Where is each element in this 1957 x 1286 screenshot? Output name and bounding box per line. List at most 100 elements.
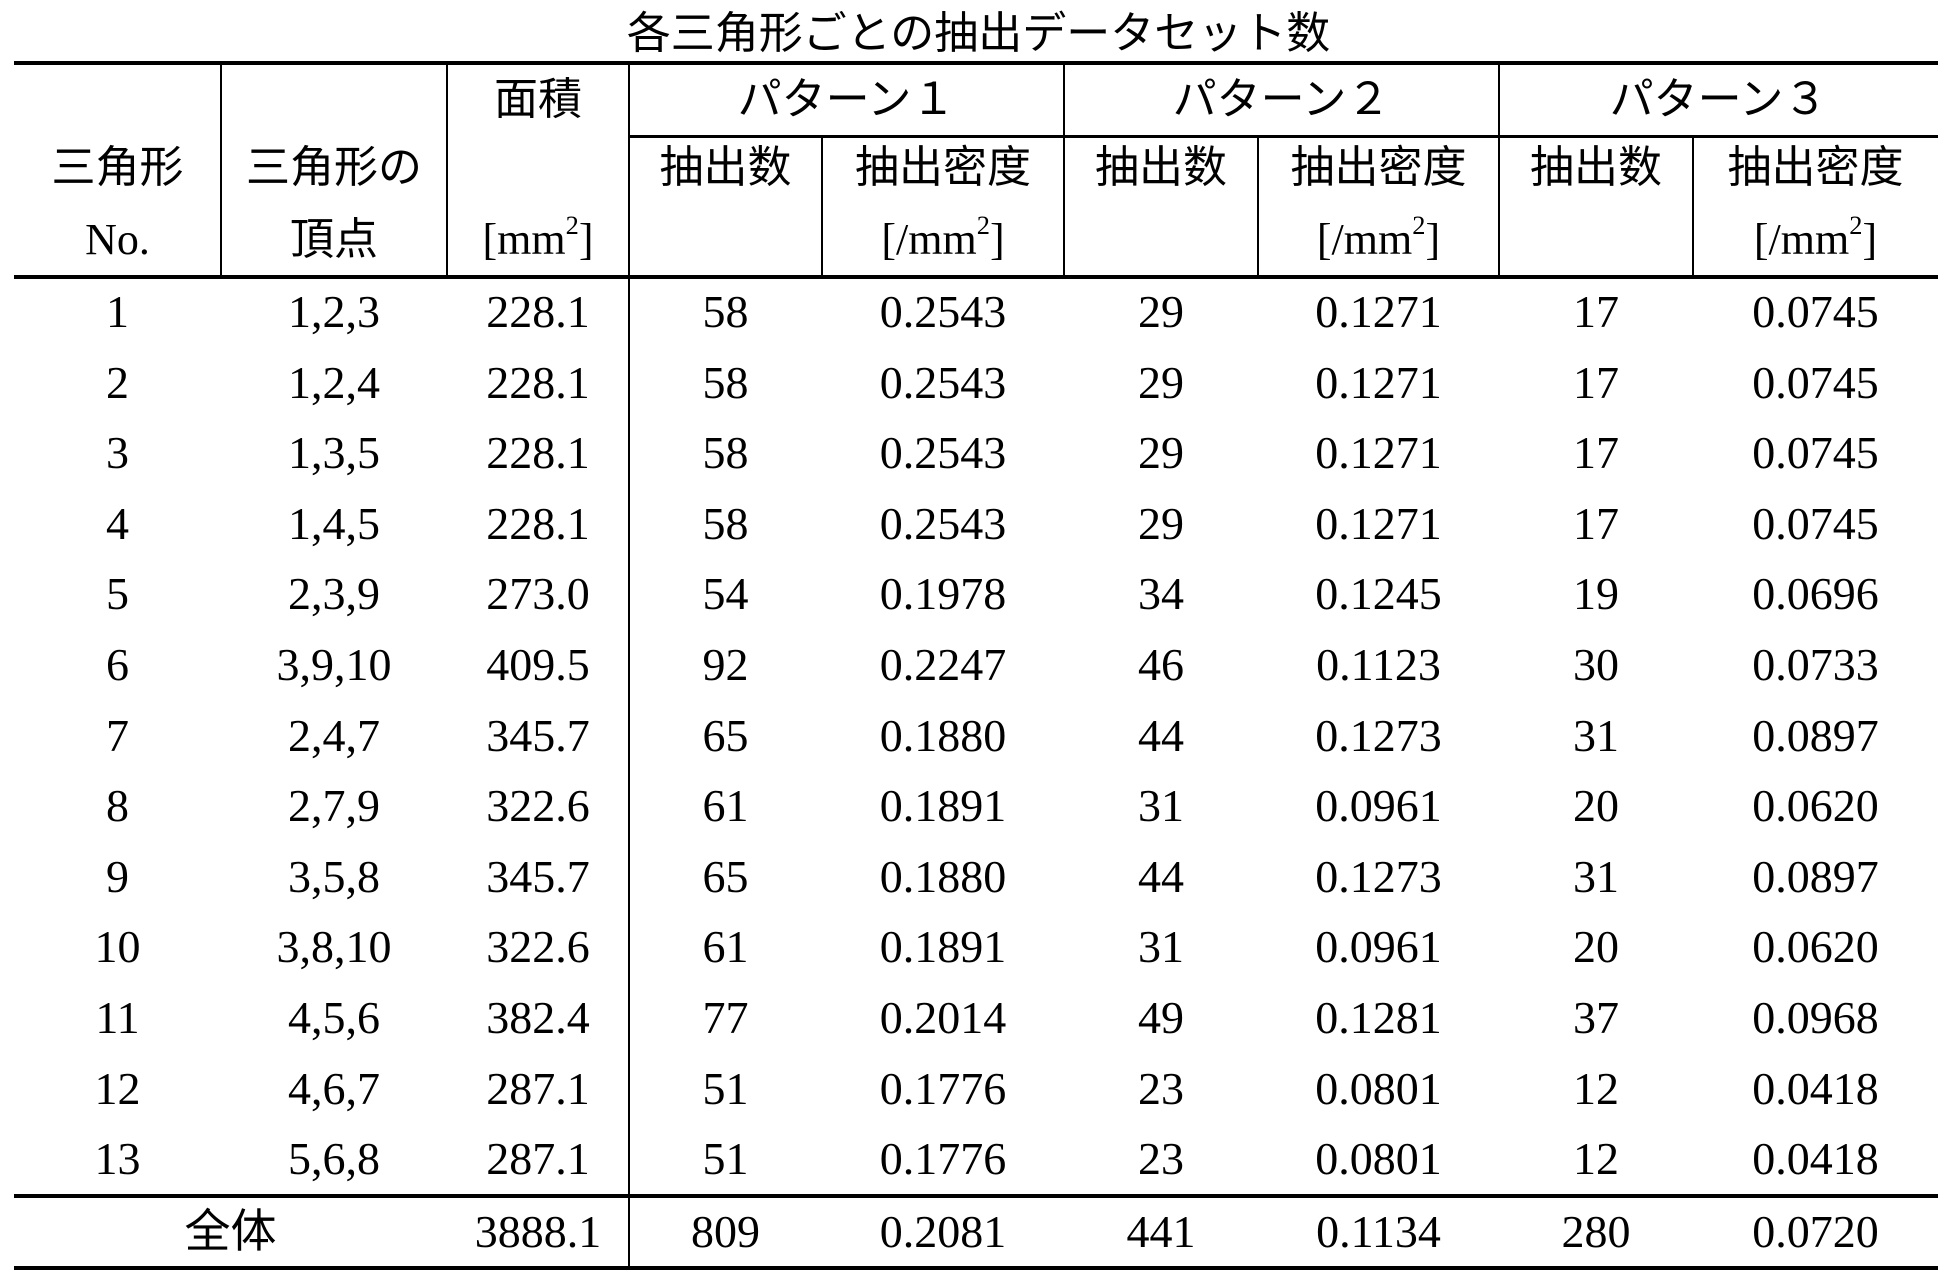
cell-p2-density: 0.1271 (1258, 282, 1499, 342)
header-p1-density: 抽出密度 (822, 140, 1064, 196)
cell-vertices: 1,4,5 (221, 494, 447, 554)
unit-prefix: [/mm (1317, 215, 1412, 264)
cell-area: 322.6 (447, 917, 629, 977)
cell-p3-count: 30 (1499, 635, 1693, 695)
cell-p1-count: 65 (629, 847, 822, 907)
header-p2-density-unit: [/mm2] (1258, 212, 1499, 268)
table-title: 各三角形ごとの抽出データセット数 (0, 6, 1957, 62)
header-p3-density: 抽出密度 (1693, 140, 1938, 196)
total-p2-count: 441 (1064, 1202, 1258, 1262)
cell-no: 3 (14, 423, 221, 483)
cell-p3-count: 31 (1499, 706, 1693, 766)
cell-p2-count: 31 (1064, 776, 1258, 836)
cell-p2-density: 0.0801 (1258, 1129, 1499, 1189)
cell-p3-count: 20 (1499, 917, 1693, 977)
cell-p1-count: 58 (629, 494, 822, 554)
cell-p2-density: 0.0961 (1258, 776, 1499, 836)
unit-exponent: 2 (1849, 210, 1862, 240)
total-area: 3888.1 (447, 1202, 629, 1262)
cell-area: 345.7 (447, 706, 629, 766)
header-p1-count: 抽出数 (629, 140, 822, 196)
cell-p2-density: 0.1271 (1258, 353, 1499, 413)
header-p2-count: 抽出数 (1064, 140, 1258, 196)
cell-p3-density: 0.0696 (1693, 564, 1938, 624)
cell-no: 7 (14, 706, 221, 766)
cell-p3-density: 0.0745 (1693, 423, 1938, 483)
cell-vertices: 3,5,8 (221, 847, 447, 907)
cell-p3-density: 0.0745 (1693, 353, 1938, 413)
cell-no: 4 (14, 494, 221, 554)
cell-p3-count: 17 (1499, 353, 1693, 413)
top-rule (14, 61, 1938, 65)
cell-area: 409.5 (447, 635, 629, 695)
unit-exponent: 2 (566, 210, 579, 240)
header-pattern-3: パターン３ (1499, 72, 1938, 128)
cell-area: 228.1 (447, 423, 629, 483)
cell-p1-density: 0.2543 (822, 353, 1064, 413)
cell-p1-density: 0.1891 (822, 776, 1064, 836)
cell-p1-density: 0.1880 (822, 706, 1064, 766)
header-pattern-2: パターン２ (1064, 72, 1499, 128)
cell-vertices: 2,3,9 (221, 564, 447, 624)
cell-area: 287.1 (447, 1059, 629, 1119)
cell-p2-count: 29 (1064, 282, 1258, 342)
header-p2-density: 抽出密度 (1258, 140, 1499, 196)
bottom-rule (14, 1266, 1938, 1270)
cell-p3-density: 0.0968 (1693, 988, 1938, 1048)
cell-vertices: 2,7,9 (221, 776, 447, 836)
cell-p2-density: 0.1273 (1258, 706, 1499, 766)
header-bottom-rule (14, 275, 1938, 279)
cell-area: 345.7 (447, 847, 629, 907)
header-p3-density-unit: [/mm2] (1693, 212, 1938, 268)
header-triangle-no: 三角形 (14, 140, 221, 196)
header-area-unit: [mm2] (447, 212, 629, 268)
unit-prefix: [/mm (1754, 215, 1849, 264)
cell-vertices: 4,6,7 (221, 1059, 447, 1119)
cell-p1-count: 51 (629, 1059, 822, 1119)
cell-p3-density: 0.0733 (1693, 635, 1938, 695)
cell-no: 6 (14, 635, 221, 695)
cell-p2-count: 29 (1064, 353, 1258, 413)
cell-p2-count: 23 (1064, 1129, 1258, 1189)
cell-p1-density: 0.2247 (822, 635, 1064, 695)
cell-p1-count: 51 (629, 1129, 822, 1189)
unit-suffix: ] (990, 215, 1005, 264)
cell-no: 10 (14, 917, 221, 977)
unit-exponent: 2 (1412, 210, 1425, 240)
cell-area: 382.4 (447, 988, 629, 1048)
cell-no: 9 (14, 847, 221, 907)
cell-p2-count: 23 (1064, 1059, 1258, 1119)
cell-p1-count: 65 (629, 706, 822, 766)
unit-prefix: [/mm (881, 215, 976, 264)
unit-prefix: [mm (483, 215, 566, 264)
cell-p2-count: 46 (1064, 635, 1258, 695)
cell-p3-density: 0.0745 (1693, 494, 1938, 554)
unit-suffix: ] (579, 215, 594, 264)
header-vertices-sub: 頂点 (221, 212, 447, 268)
cell-p2-density: 0.0801 (1258, 1059, 1499, 1119)
cell-area: 228.1 (447, 282, 629, 342)
cell-p2-count: 29 (1064, 494, 1258, 554)
cell-p1-count: 61 (629, 917, 822, 977)
cell-p2-density: 0.1271 (1258, 494, 1499, 554)
cell-p1-count: 58 (629, 423, 822, 483)
cell-p3-density: 0.0897 (1693, 706, 1938, 766)
cell-p1-count: 92 (629, 635, 822, 695)
cell-p3-count: 37 (1499, 988, 1693, 1048)
cell-p2-count: 44 (1064, 706, 1258, 766)
cell-p1-density: 0.1978 (822, 564, 1064, 624)
total-p1-count: 809 (629, 1202, 822, 1262)
cell-p3-count: 12 (1499, 1129, 1693, 1189)
total-label: 全体 (14, 1202, 447, 1262)
cell-p1-count: 58 (629, 282, 822, 342)
cell-p2-count: 49 (1064, 988, 1258, 1048)
cell-p2-density: 0.1281 (1258, 988, 1499, 1048)
cell-p3-density: 0.0620 (1693, 776, 1938, 836)
cell-no: 8 (14, 776, 221, 836)
cell-p1-count: 61 (629, 776, 822, 836)
cell-p2-density: 0.1271 (1258, 423, 1499, 483)
cell-p2-density: 0.0961 (1258, 917, 1499, 977)
unit-suffix: ] (1425, 215, 1440, 264)
cell-no: 2 (14, 353, 221, 413)
cell-p1-count: 58 (629, 353, 822, 413)
